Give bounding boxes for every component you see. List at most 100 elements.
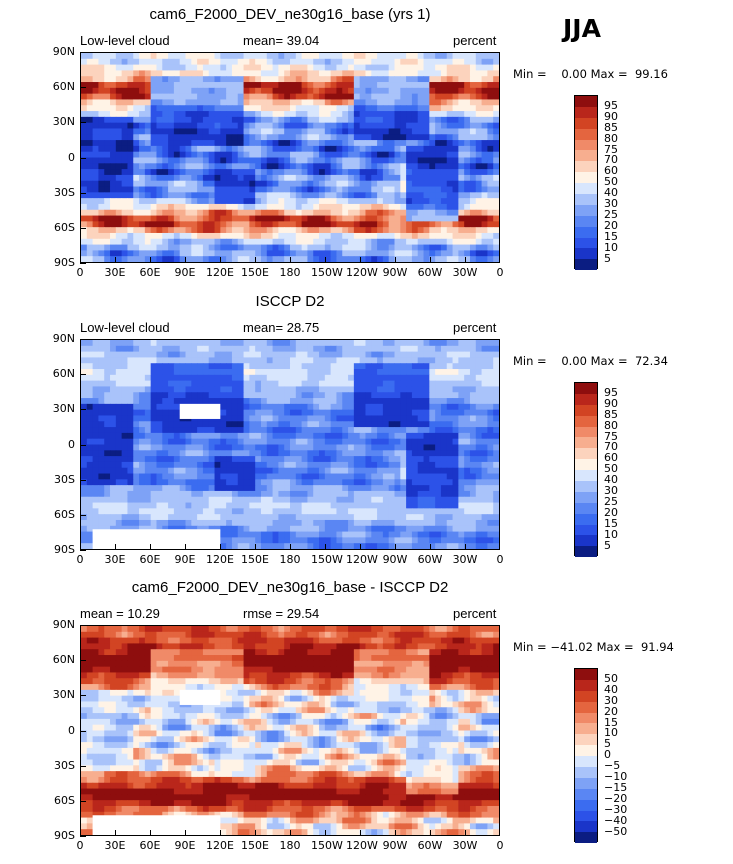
grid-cell [179, 99, 186, 106]
grid-cell [98, 99, 105, 106]
grid-cell [411, 363, 419, 370]
grid-cell [115, 256, 123, 262]
grid-cell [382, 345, 390, 353]
grid-cell [191, 519, 198, 527]
grid-cell [272, 180, 279, 188]
grid-cell [417, 427, 425, 434]
grid-cell [435, 456, 442, 463]
grid-cell [406, 76, 413, 83]
grid-cell [208, 461, 216, 469]
grid-cell [98, 450, 105, 457]
grid-cell [336, 169, 343, 176]
grid-cell [243, 485, 250, 492]
grid-cell [202, 461, 210, 469]
grid-cell [342, 82, 349, 89]
grid-cell [173, 398, 181, 405]
grid-cell [185, 82, 192, 89]
grid-cell [464, 392, 471, 399]
grid-cell [365, 508, 372, 515]
grid-cell [481, 169, 488, 176]
grid-cell [179, 351, 186, 358]
grid-cell [394, 444, 401, 451]
grid-cell [255, 508, 262, 515]
grid-cell [92, 519, 99, 527]
grid-cell [307, 444, 314, 451]
grid-cell [377, 456, 384, 463]
grid-cell [435, 392, 442, 399]
grid-cell [336, 479, 343, 486]
grid-cell [133, 169, 140, 176]
grid-cell [86, 209, 94, 217]
grid-cell [237, 111, 245, 118]
grid-cell [133, 450, 140, 457]
grid-cell [179, 58, 186, 66]
colorbar-label: 5 [604, 251, 611, 265]
grid-cell [220, 485, 227, 492]
grid-cell [371, 409, 378, 416]
grid-cell [353, 116, 361, 124]
grid-cell [98, 122, 105, 129]
grid-cell [110, 345, 117, 353]
grid-cell [487, 151, 494, 158]
grid-cell [295, 519, 303, 527]
grid-cell [81, 519, 88, 527]
grid-cell [121, 345, 128, 353]
grid-cell [243, 244, 250, 251]
grid-cell [81, 174, 88, 182]
grid-cell [348, 409, 355, 416]
grid-cell [185, 76, 192, 83]
grid-cell [98, 363, 105, 370]
grid-cell [249, 174, 256, 182]
grid-cell [92, 58, 99, 66]
grid-cell [202, 256, 210, 262]
grid-cell [110, 192, 117, 199]
grid-cell [365, 186, 372, 193]
grid-cell [202, 87, 210, 95]
grid-cell [260, 374, 268, 382]
grid-cell [208, 340, 216, 347]
grid-cell [359, 432, 366, 440]
grid-cell [400, 392, 407, 399]
grid-cell [388, 157, 395, 164]
grid-cell [179, 345, 186, 353]
grid-cell [202, 58, 210, 66]
grid-cell [313, 232, 320, 240]
grid-cell [208, 514, 216, 521]
grid-cell [231, 256, 239, 262]
grid-cell [197, 444, 204, 451]
grid-cell [197, 128, 204, 135]
grid-cell [255, 438, 262, 445]
grid-cell [121, 369, 128, 376]
grid-cell [115, 53, 123, 60]
grid-cell [365, 357, 372, 364]
grid-cell [348, 427, 355, 434]
grid-cell [290, 192, 297, 199]
grid-cell [150, 340, 157, 347]
grid-cell [348, 227, 355, 234]
grid-cell [435, 363, 442, 370]
grid-cell [295, 203, 303, 211]
grid-cell [179, 467, 186, 475]
grid-cell [440, 128, 448, 135]
grid-cell [272, 363, 279, 370]
grid-cell [365, 374, 372, 382]
grid-cell [81, 432, 88, 440]
grid-cell [226, 105, 233, 112]
grid-cell [237, 198, 245, 205]
grid-cell [104, 174, 111, 182]
grid-cell [104, 363, 111, 370]
grid-cell [237, 467, 245, 475]
grid-cell [81, 415, 88, 422]
grid-cell [324, 438, 332, 445]
grid-cell [394, 485, 401, 492]
grid-cell [342, 105, 349, 112]
grid-cell [144, 53, 152, 60]
grid-cell [388, 490, 395, 498]
grid-cell [330, 380, 337, 387]
grid-cell [231, 93, 239, 100]
grid-cell [411, 122, 419, 129]
grid-cell [208, 87, 216, 95]
grid-cell [400, 209, 407, 217]
grid-cell [330, 421, 337, 428]
grid-cell [208, 221, 216, 228]
